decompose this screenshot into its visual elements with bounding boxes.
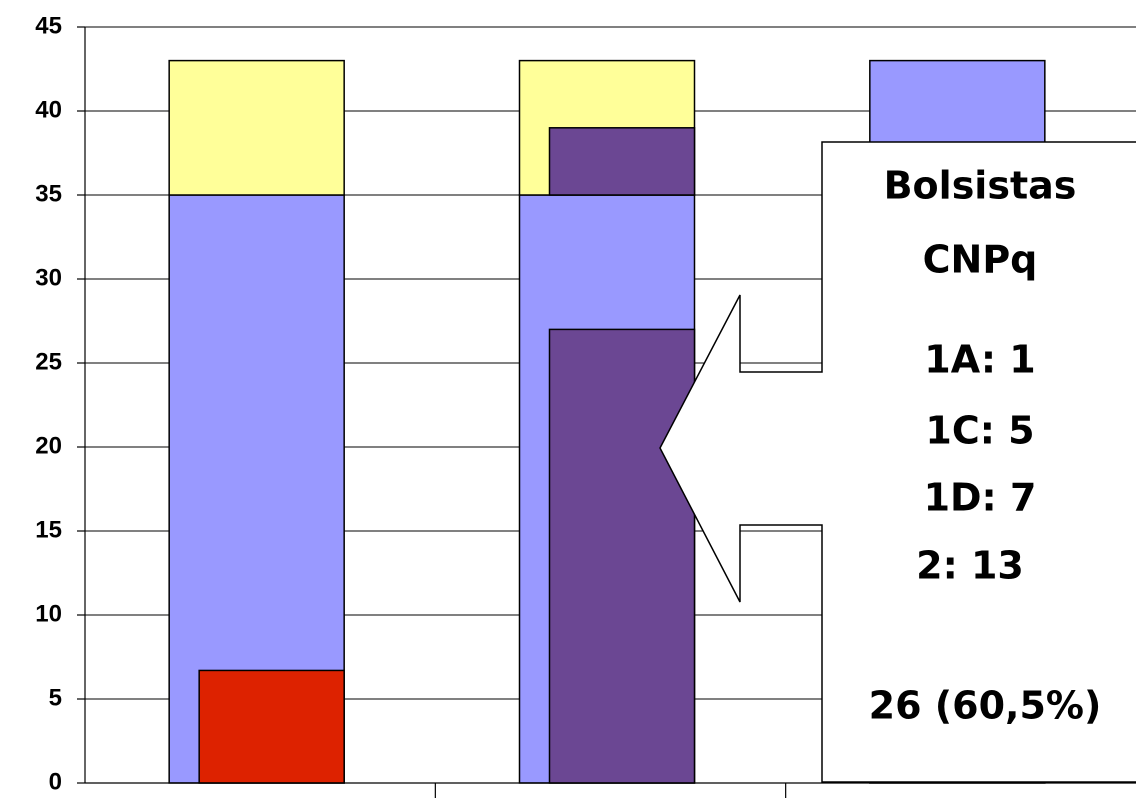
axes: 0 5 10 15 20 25 30 35 40 45 [35, 12, 1136, 798]
callout-text: 1D: 7 [924, 476, 1037, 520]
callout-text: 2: 13 [916, 544, 1024, 588]
y-tick-label: 15 [35, 516, 62, 543]
y-tick-label: 45 [35, 12, 62, 39]
callout-text: 1A: 1 [924, 338, 1035, 382]
overlay-bar [548, 328, 696, 784]
y-tick-label: 35 [35, 180, 62, 207]
overlay-bar [548, 127, 696, 196]
y-tick-label: 30 [35, 264, 62, 291]
callout-box [659, 141, 1136, 783]
callout-text: CNPq [923, 238, 1038, 282]
y-tick-label: 10 [35, 600, 62, 627]
callout-text: 26 (60,5%) [869, 684, 1102, 728]
callout-text: 1C: 5 [925, 409, 1034, 453]
y-tick-label: 25 [35, 348, 62, 375]
y-tick-label: 40 [35, 96, 62, 123]
y-tick-label: 0 [49, 768, 62, 795]
bar [168, 59, 345, 196]
callout: Bolsistas CNPq 1A: 1 1C: 5 1D: 7 2: 13 2… [659, 141, 1136, 783]
overlay-bar [198, 669, 345, 784]
y-tick-label: 20 [35, 432, 62, 459]
y-tick-label: 5 [49, 684, 62, 711]
callout-text: Bolsistas [884, 164, 1077, 208]
